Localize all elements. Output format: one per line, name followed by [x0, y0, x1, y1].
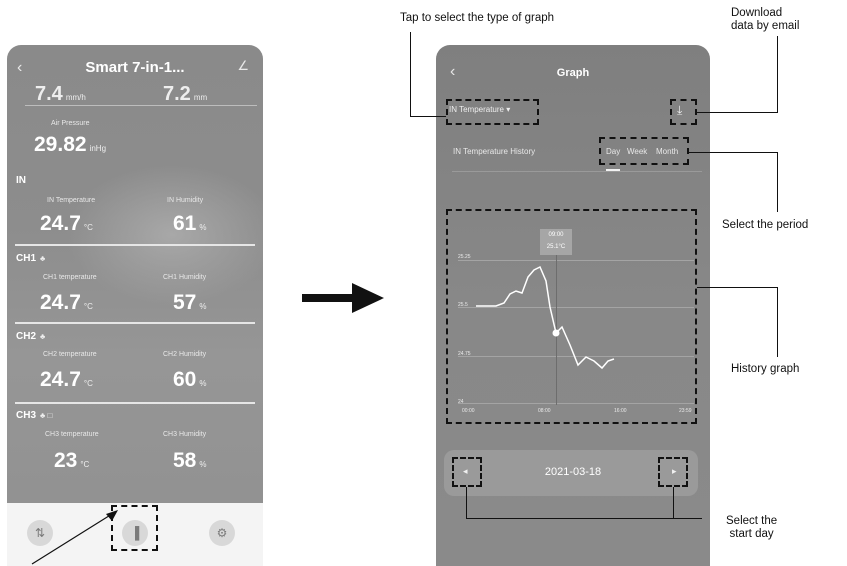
grid-line [458, 356, 694, 357]
highlight-download [670, 99, 697, 125]
leader-line [689, 152, 777, 153]
selected-period-underline [606, 169, 620, 171]
section-ch2: CH2 ♣ [16, 331, 46, 342]
leader-line [777, 36, 778, 113]
ch2-temperature-label: CH2 temperature [43, 351, 97, 358]
date-label: 2021-03-18 [544, 466, 602, 478]
period-month[interactable]: Month [656, 147, 679, 156]
leader-line [466, 487, 467, 519]
rain-total-value: 7.2 mm [163, 83, 208, 105]
period-day[interactable]: Day [606, 147, 621, 156]
divider [15, 322, 255, 324]
highlight-period [599, 137, 689, 165]
annotation-download: Download data by email [731, 7, 800, 32]
highlight-prev-day [452, 457, 482, 487]
in-humidity-label: IN Humidity [167, 197, 204, 204]
history-label: IN Temperature History [453, 147, 536, 156]
page-title: Graph [556, 67, 590, 79]
date-bar [444, 450, 698, 496]
air-pressure-value: 29.82 inHg [34, 133, 107, 156]
previous-day-icon[interactable]: ◂ [463, 466, 468, 476]
ch3-temperature-value: 23 °C [54, 449, 90, 472]
tooltip: 09:00 25.1°C [540, 229, 572, 255]
section-ch3: CH3 ♣ □ [16, 410, 53, 421]
ch1-temperature-value: 24.7 °C [40, 291, 93, 314]
pointer-arrow [31, 510, 118, 565]
y-tick-label: 24 [458, 399, 464, 405]
rain-rate-value: 7.4 mm/h [35, 83, 86, 105]
back-icon[interactable]: ‹ [17, 59, 23, 76]
leader-line [410, 32, 411, 117]
ch1-temperature-label: CH1 temperature [43, 274, 97, 281]
x-tick-label: 16:00 [614, 408, 627, 414]
top-bar: ‹ Smart 7-in-1... ∠ [7, 45, 263, 87]
grid-line [458, 403, 694, 404]
sort-icon[interactable]: ⇅ [27, 520, 53, 546]
download-icon[interactable]: ⤓ [677, 103, 683, 117]
leader-line [466, 518, 702, 519]
leader-line [697, 287, 777, 288]
leader-line [697, 112, 777, 113]
ch1-humidity-value: 57% [173, 291, 207, 314]
back-icon[interactable]: ‹ [450, 63, 456, 80]
annotation-select-graph: Tap to select the type of graph [400, 12, 555, 24]
annotation-select-period: Select the period [722, 219, 809, 231]
thermometer-icon: ♣ [40, 332, 46, 341]
tooltip-value: 25.1°C [546, 244, 566, 250]
grid-line [458, 307, 694, 308]
divider [15, 402, 255, 404]
ch1-humidity-label: CH1 Humidity [163, 274, 207, 281]
leader-line [673, 487, 674, 519]
in-humidity-value: 61% [173, 212, 207, 235]
period-week[interactable]: Week [627, 147, 648, 156]
flow-arrow-icon [302, 283, 384, 313]
leader-line [777, 287, 778, 357]
next-day-icon[interactable]: ▸ [672, 466, 677, 476]
highlight-history-graph [446, 209, 697, 424]
divider [452, 171, 702, 172]
left-phone-screen: ‹ Smart 7-in-1... ∠ 7.4 mm/h 7.2 mm Air Pr… [7, 45, 263, 566]
section-in: IN [16, 175, 26, 186]
x-tick-label: 00:00 [462, 408, 475, 414]
thermometer-icon: ♣ □ [40, 411, 53, 420]
annotation-history-graph: History graph [731, 363, 800, 375]
leader-line [410, 116, 446, 117]
highlight-next-day [658, 457, 688, 487]
history-line [476, 265, 615, 370]
graph-type-select[interactable]: IN Temperature ▾ [449, 105, 511, 114]
highlight-graph-type [446, 99, 539, 125]
ch3-humidity-label: CH3 Humidity [163, 431, 207, 438]
divider [25, 105, 257, 106]
x-tick-label: 08:00 [538, 408, 551, 414]
ch3-humidity-value: 58% [173, 449, 207, 472]
highlight-graph-icon [111, 505, 158, 551]
grid-line [458, 260, 694, 261]
device-title: Smart 7-in-1... [85, 59, 185, 76]
gear-icon[interactable]: ⚙ [209, 520, 235, 546]
air-pressure-label: Air Pressure [51, 120, 90, 127]
leader-line [777, 152, 778, 212]
ch2-humidity-label: CH2 Humidity [163, 351, 207, 358]
ch3-temperature-label: CH3 temperature [45, 431, 99, 438]
cloud-background [67, 165, 263, 305]
graph-icon[interactable]: ▐ [122, 520, 148, 546]
ch2-humidity-value: 60% [173, 368, 207, 391]
y-tick-label: 25.25 [458, 254, 471, 260]
ch2-temperature-value: 24.7 °C [40, 368, 93, 391]
divider [15, 244, 255, 246]
y-tick-label: 24.75 [458, 351, 471, 357]
thermometer-icon: ♣ [40, 254, 46, 263]
y-tick-label: 25.5 [458, 302, 468, 308]
section-ch1: CH1 ♣ [16, 253, 46, 264]
in-temperature-value: 24.7 °C [40, 212, 93, 235]
pen-icon[interactable]: ∠ [237, 58, 249, 73]
x-tick-label: 23:59 [679, 408, 692, 414]
time-cursor-line[interactable] [556, 243, 557, 405]
tooltip-time: 09:00 [548, 232, 564, 238]
annotation-start-day: Select the start day [726, 515, 778, 540]
in-temperature-label: IN Temperature [47, 197, 96, 204]
